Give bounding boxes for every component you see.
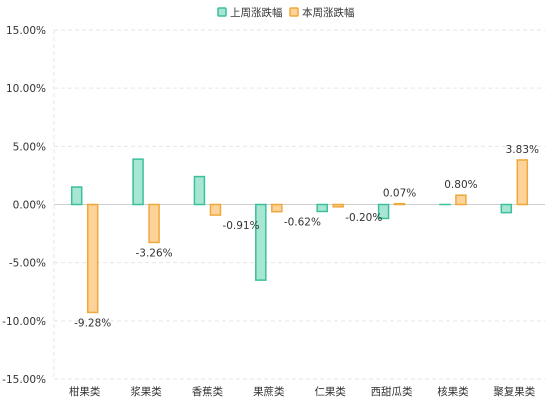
x-category-label: 浆果类 [130,385,162,398]
y-tick-label: 0.00% [13,200,46,212]
bar-this-week-3 [209,203,222,216]
bar-layer [70,158,529,314]
legend: 上周涨跌幅 本周涨跌幅 [217,6,355,19]
data-label: 0.07% [383,188,416,200]
y-tick-label: 5.00% [13,141,46,153]
bar-this-week-5 [332,203,344,208]
data-label: -0.20% [345,212,382,224]
axis-layer: 15.00% 10.00% 5.00% 0.00% -5.00% -10.00% -15.0… [2,25,536,398]
bar-last-week-8 [500,203,513,214]
x-category-label: 西甜瓜类 [371,385,413,398]
bar-this-week-8 [516,159,529,206]
legend-label: 上周涨跌幅 [230,6,283,19]
bar-this-week-7 [455,194,467,206]
x-category-label: 核果类 [437,385,469,398]
legend-label: 本周涨跌幅 [302,6,355,19]
legend-swatch [289,7,299,17]
legend-swatch [217,7,227,17]
data-label: -9.28% [74,317,111,329]
y-tick-label: 15.00% [6,25,46,37]
data-label: -0.62% [284,217,321,229]
label-layer: -9.28% -3.26% -0.91% -0.62% -0.20%0.07% 0.80%… [74,144,539,330]
bar-last-week-5 [316,203,328,213]
y-tick-label: -5.00% [9,258,46,270]
x-category-label: 仁果类 [314,385,346,398]
y-tick-label: 10.00% [6,83,46,95]
bar-this-week-2 [148,203,160,244]
data-label: -0.91% [222,220,259,232]
y-tick-label: -10.00% [2,316,46,328]
x-category-label: 香蕉类 [192,385,224,398]
grid-layer [53,29,545,380]
bar-last-week-1 [70,186,83,206]
data-label: 0.80% [444,179,477,191]
y-tick-label: -15.00% [2,374,46,386]
bar-last-week-6 [377,203,390,220]
bar-this-week-1 [86,203,99,314]
x-category-label: 柑果类 [69,385,101,398]
data-label: -3.26% [135,247,172,259]
data-label: 3.83% [506,144,539,156]
bar-this-week-4 [271,203,283,213]
x-category-label: 果蔗类 [253,385,285,398]
bar-this-week-6 [393,202,406,206]
bar-last-week-4 [255,203,267,281]
x-category-label: 聚复果类 [493,385,535,398]
bar-last-week-2 [132,158,144,206]
bar-last-week-3 [193,175,206,206]
